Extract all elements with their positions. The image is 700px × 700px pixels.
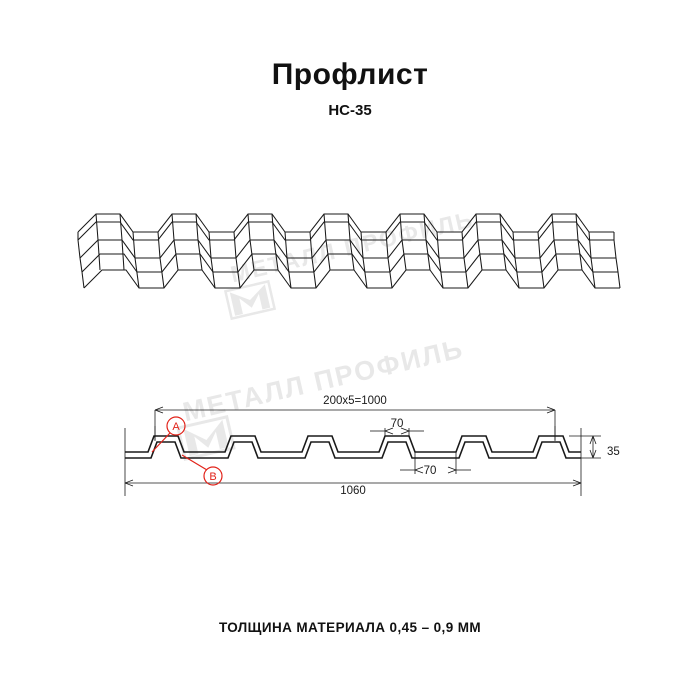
dimension-height-label: 35 <box>607 446 620 458</box>
dimension-rib-bottom-label: 70 <box>424 465 437 477</box>
callout-b-circle <box>203 466 223 486</box>
dimension-pitch-total-label: 200x5=1000 <box>323 395 387 407</box>
material-thickness-note: ТОЛЩИНА МАТЕРИАЛА 0,45 – 0,9 ММ <box>218 620 482 635</box>
watermark-logo-bottom <box>176 414 236 462</box>
dimension-rib-top-label: 70 <box>391 418 404 430</box>
callout-markers <box>151 416 223 486</box>
callout-a-leader <box>151 432 171 453</box>
product-code: НС-35 <box>328 102 372 119</box>
callout-b-leader <box>181 454 208 471</box>
callout-a-label: A <box>172 421 180 433</box>
isometric-profile-illustration <box>77 213 621 289</box>
callout-a-circle <box>166 416 186 436</box>
page-title: Профлист <box>271 58 429 91</box>
cross-section-drawing <box>125 435 581 459</box>
dimension-lines <box>124 406 601 496</box>
dimension-overall-width-label: 1060 <box>340 485 366 497</box>
watermark-logo-top <box>223 279 277 321</box>
callout-b-label: B <box>209 471 216 483</box>
